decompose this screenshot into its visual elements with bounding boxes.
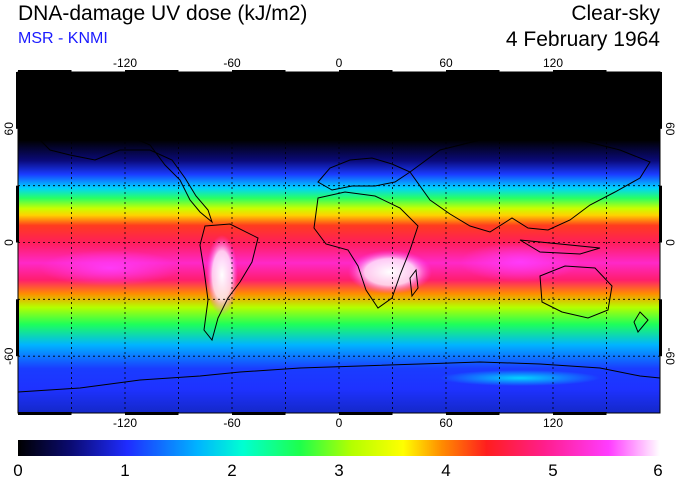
sky-mode-label: Clear-sky (571, 2, 660, 25)
lat-tick-right-60: 60 (663, 122, 677, 136)
coast-madagascar (409, 268, 419, 298)
colorbar-label-4: 4 (441, 461, 450, 480)
coast-asia (409, 134, 651, 233)
map-field (18, 72, 660, 413)
colorbar-label-1: 1 (120, 461, 129, 480)
date-label: 4 February 1964 (505, 28, 660, 51)
frame-scale-bars (16, 70, 662, 415)
lon-tick-top-60: 60 (439, 56, 453, 70)
coast-australia (539, 265, 613, 319)
colorbar-label-0: 0 (13, 461, 22, 480)
coast-new-zealand (633, 311, 649, 333)
source-label: MSR - KNMI (18, 30, 108, 47)
lat-tick-left-m60: -60 (2, 347, 16, 365)
map-title: DNA-damage UV dose (kJ/m2) (18, 2, 308, 25)
coast-south-america (199, 223, 259, 342)
graticule (18, 72, 660, 413)
coast-africa (313, 191, 419, 309)
coast-antarctica (18, 361, 660, 393)
colorbar-label-2: 2 (227, 461, 236, 480)
coast-greenland (249, 97, 301, 141)
high-uv-south-america (206, 235, 238, 315)
lat-tick-left-0: 0 (2, 239, 16, 246)
colorbar-label-3: 3 (334, 461, 343, 480)
high-uv-pacific (40, 250, 180, 286)
lat-tick-right-0: 0 (663, 239, 677, 246)
lon-tick-top-120: 120 (543, 56, 563, 70)
lat-tick-right-m60: -60 (663, 348, 677, 366)
lon-tick-bottom-0: 0 (336, 416, 343, 430)
lon-tick-bottom-120: 120 (543, 416, 563, 430)
high-uv-indian-ocean (460, 242, 580, 282)
colorbar-label-5: 5 (548, 461, 557, 480)
lat-tick-left-60: 60 (2, 122, 16, 136)
lon-tick-top-m60: -60 (223, 56, 241, 70)
colorbar (18, 440, 660, 456)
antarctic-highland-uv (440, 370, 600, 386)
lon-tick-top-m120: -120 (113, 56, 137, 70)
coastlines (18, 97, 660, 393)
lon-tick-bottom-m120: -120 (113, 416, 137, 430)
high-uv-africa (348, 250, 432, 294)
lon-tick-top-0: 0 (336, 56, 343, 70)
lon-tick-bottom-60: 60 (439, 416, 453, 430)
colorbar-label-6: 6 (653, 461, 662, 480)
coast-north-america (39, 127, 214, 224)
lon-tick-bottom-m60: -60 (223, 416, 241, 430)
